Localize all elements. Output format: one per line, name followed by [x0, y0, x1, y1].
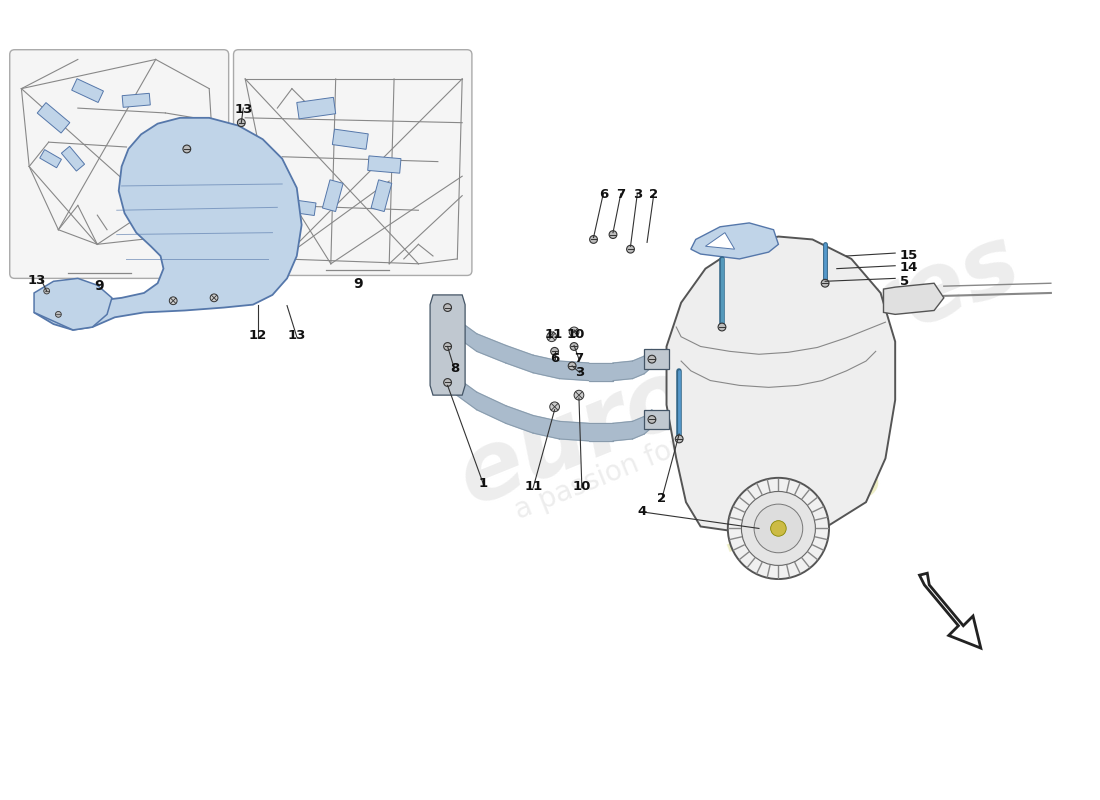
Circle shape	[183, 145, 190, 153]
Polygon shape	[122, 94, 151, 107]
Text: 7: 7	[574, 352, 583, 365]
Polygon shape	[450, 310, 455, 336]
Polygon shape	[450, 369, 455, 394]
Text: 6: 6	[598, 188, 608, 201]
Polygon shape	[632, 417, 645, 439]
Polygon shape	[476, 392, 506, 423]
Polygon shape	[588, 423, 613, 441]
Circle shape	[443, 304, 451, 311]
Polygon shape	[645, 350, 670, 369]
Text: 15: 15	[900, 249, 918, 262]
Circle shape	[728, 478, 829, 579]
Polygon shape	[506, 406, 534, 433]
Text: a passion for motoring: a passion for motoring	[510, 382, 813, 526]
Polygon shape	[705, 233, 735, 249]
Polygon shape	[455, 318, 476, 351]
Polygon shape	[534, 355, 560, 378]
FancyBboxPatch shape	[233, 50, 472, 275]
Circle shape	[443, 342, 451, 350]
Text: 11: 11	[524, 481, 542, 494]
Text: 9: 9	[95, 279, 104, 294]
Text: 10: 10	[573, 481, 591, 494]
Polygon shape	[632, 356, 645, 378]
Circle shape	[755, 504, 803, 553]
Polygon shape	[645, 350, 652, 374]
Circle shape	[648, 415, 656, 423]
Circle shape	[771, 521, 786, 536]
Text: 8: 8	[450, 362, 459, 374]
Polygon shape	[667, 237, 895, 536]
Circle shape	[675, 435, 683, 443]
Polygon shape	[645, 410, 670, 429]
Polygon shape	[506, 346, 534, 373]
Polygon shape	[62, 146, 85, 171]
Text: 5: 5	[900, 274, 910, 288]
Circle shape	[741, 491, 815, 566]
Circle shape	[822, 279, 829, 287]
Circle shape	[238, 118, 245, 126]
Circle shape	[569, 327, 579, 337]
Circle shape	[569, 362, 576, 370]
Text: 12: 12	[249, 329, 267, 342]
Text: 3: 3	[632, 188, 642, 201]
Text: 1: 1	[478, 478, 488, 490]
Polygon shape	[645, 410, 652, 434]
Text: 13: 13	[28, 274, 46, 286]
Text: 4: 4	[638, 505, 647, 518]
Text: 13: 13	[287, 329, 306, 342]
Text: eurospares: eurospares	[446, 216, 1034, 526]
Circle shape	[609, 230, 617, 238]
Polygon shape	[297, 98, 336, 119]
Circle shape	[627, 246, 635, 253]
Polygon shape	[588, 363, 613, 381]
Polygon shape	[560, 361, 588, 381]
Polygon shape	[883, 283, 944, 314]
Circle shape	[551, 347, 559, 355]
Polygon shape	[34, 278, 112, 330]
Text: 9: 9	[353, 278, 363, 291]
Text: 2: 2	[657, 492, 667, 505]
Circle shape	[443, 378, 451, 386]
Text: 6: 6	[550, 352, 559, 365]
Polygon shape	[534, 415, 560, 439]
Text: 13: 13	[234, 103, 252, 116]
Circle shape	[718, 323, 726, 331]
Circle shape	[574, 390, 584, 400]
Polygon shape	[476, 334, 506, 363]
Text: 10: 10	[566, 328, 585, 341]
Text: 14: 14	[900, 261, 918, 274]
FancyBboxPatch shape	[10, 50, 229, 278]
Circle shape	[648, 355, 656, 363]
Polygon shape	[34, 118, 301, 330]
Circle shape	[590, 235, 597, 243]
Polygon shape	[367, 156, 402, 173]
Polygon shape	[613, 422, 632, 441]
Text: 11: 11	[544, 328, 563, 341]
Polygon shape	[560, 422, 588, 441]
Polygon shape	[613, 361, 632, 381]
Circle shape	[550, 402, 560, 412]
Polygon shape	[322, 180, 343, 211]
Circle shape	[547, 332, 557, 342]
Polygon shape	[455, 377, 476, 410]
Circle shape	[570, 342, 578, 350]
Polygon shape	[920, 573, 981, 648]
Text: 2: 2	[649, 188, 659, 201]
Polygon shape	[37, 102, 69, 133]
Polygon shape	[287, 199, 316, 215]
Polygon shape	[40, 150, 62, 168]
Text: 3: 3	[575, 366, 584, 378]
Polygon shape	[371, 180, 392, 211]
Polygon shape	[332, 129, 368, 150]
Circle shape	[44, 288, 50, 294]
Polygon shape	[691, 223, 779, 259]
Text: 7: 7	[616, 188, 625, 201]
Circle shape	[210, 294, 218, 302]
Polygon shape	[430, 295, 465, 395]
Circle shape	[169, 297, 177, 305]
Polygon shape	[442, 307, 455, 386]
Circle shape	[55, 311, 62, 318]
Polygon shape	[72, 78, 103, 102]
Text: 1985: 1985	[704, 440, 892, 564]
